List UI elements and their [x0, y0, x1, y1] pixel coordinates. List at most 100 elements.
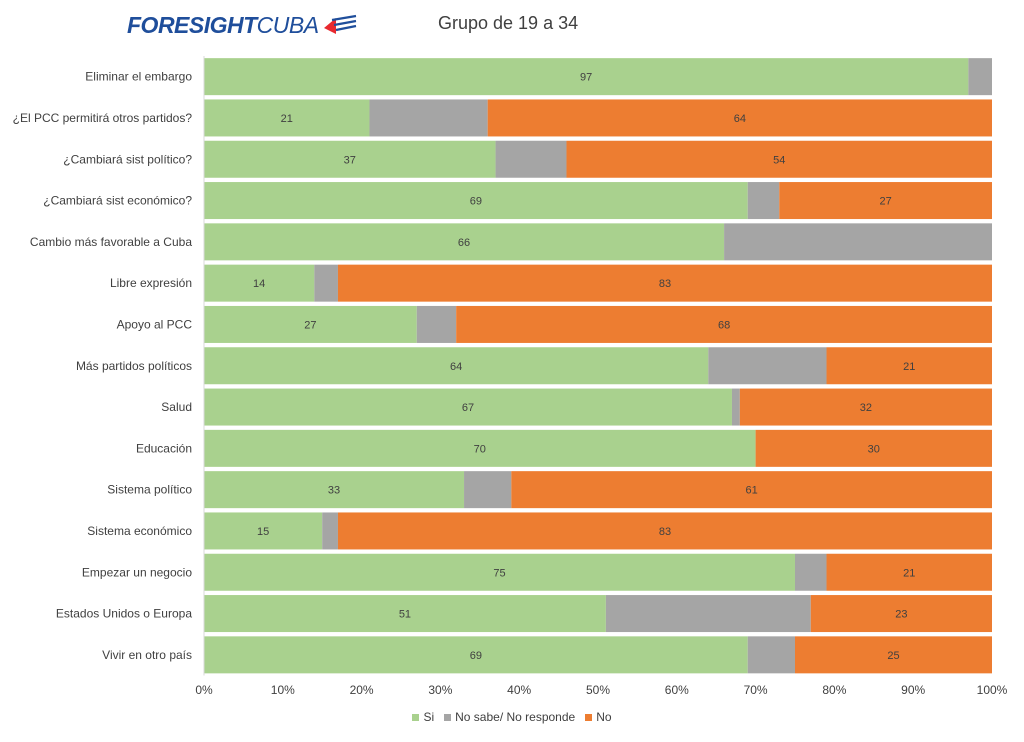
legend-item-no: No — [585, 710, 612, 724]
data-label-no: 64 — [734, 113, 746, 125]
foresight-cuba-logo: FORESIGHTCUBA — [127, 8, 358, 42]
data-label-si: 21 — [281, 113, 293, 125]
x-tick-label: 10% — [271, 683, 295, 697]
bar-segment-ns — [369, 99, 488, 137]
bar-segment-ns — [708, 347, 827, 385]
x-tick-label: 60% — [665, 683, 689, 697]
data-label-no: 27 — [879, 196, 891, 208]
bar-segment-no — [755, 429, 992, 467]
logo-text-bold: FORESIGHT — [127, 11, 257, 38]
bar-segment-no — [337, 512, 993, 550]
data-label-si: 75 — [493, 567, 505, 579]
legend-label-ns: No sabe/ No responde — [455, 710, 576, 724]
bar-segment-ns — [731, 388, 740, 426]
data-label-no: 83 — [659, 278, 671, 290]
x-tick-label: 100% — [977, 683, 1008, 697]
data-label-si: 51 — [399, 609, 411, 621]
data-label-si: 67 — [462, 402, 474, 414]
bar-segment-no — [337, 264, 993, 302]
bar-segment-ns — [416, 305, 457, 343]
category-label: Libre expresión — [110, 276, 192, 290]
x-tick-label: 70% — [744, 683, 768, 697]
x-tick-label: 40% — [507, 683, 531, 697]
cuban-flag-icon — [323, 14, 356, 34]
legend-label-si: Si — [423, 710, 435, 724]
data-label-si: 15 — [257, 526, 269, 538]
legend-item-ns: No sabe/ No responde — [444, 710, 575, 724]
bar-segment-ns — [747, 636, 795, 674]
bar-segment-si — [204, 512, 323, 550]
legend-swatch-si — [412, 713, 420, 721]
bar-segment-si — [204, 471, 465, 509]
bar-segment-ns — [724, 223, 992, 261]
bar-segment-ns — [747, 182, 780, 220]
bar-segment-si — [204, 182, 748, 220]
bar-segment-si — [204, 99, 370, 137]
data-label-si: 37 — [344, 154, 356, 166]
data-label-si: 27 — [304, 319, 316, 331]
bar-segment-si — [204, 553, 795, 591]
bar-segment-si — [204, 347, 709, 385]
data-label-no: 21 — [903, 567, 915, 579]
category-label: Más partidos políticos — [76, 359, 192, 373]
x-tick-label: 0% — [195, 683, 213, 697]
category-label: Eliminar el embargo — [85, 70, 192, 84]
category-label: Empezar un negocio — [82, 565, 192, 579]
stacked-bar-chart: Eliminar el embargo 97 ¿El PCC permitirá o… — [13, 56, 1008, 697]
data-label-si: 69 — [470, 196, 482, 208]
category-label: Sistema político — [107, 483, 192, 497]
category-label: ¿Cambiará sist político? — [63, 152, 192, 166]
x-tick-label: 80% — [822, 683, 846, 697]
category-label: Estados Unidos o Europa — [56, 607, 192, 621]
category-label: Sistema económico — [87, 524, 192, 538]
data-label-no: 21 — [903, 361, 915, 373]
data-label-no: 30 — [868, 443, 880, 455]
category-label: Cambio más favorable a Cuba — [30, 235, 192, 249]
chart-title: Grupo de 19 a 34 — [438, 13, 579, 33]
data-label-no: 61 — [746, 485, 758, 497]
chart-legend: Si No sabe/ No responde No — [0, 710, 1024, 724]
bar-segment-si — [204, 636, 748, 674]
x-tick-label: 90% — [901, 683, 925, 697]
data-label-no: 25 — [887, 650, 899, 662]
category-label: Educación — [136, 441, 192, 455]
bar-segment-ns — [495, 140, 567, 178]
bar-segment-ns — [314, 264, 338, 302]
bar-segment-no — [810, 595, 992, 633]
bar-segment-no — [826, 347, 992, 385]
bar-segment-no — [511, 471, 992, 509]
category-label: ¿El PCC permitirá otros partidos? — [13, 111, 193, 125]
bar-segment-si — [204, 595, 606, 633]
bar-segment-si — [204, 429, 756, 467]
bar-segment-ns — [605, 595, 811, 633]
bar-segment-si — [204, 140, 496, 178]
data-label-no: 54 — [773, 154, 785, 166]
data-label-no: 23 — [895, 609, 907, 621]
bar-segment-no — [795, 636, 992, 674]
data-label-si: 66 — [458, 237, 470, 249]
bar-segment-si — [204, 388, 732, 426]
data-label-si: 70 — [474, 443, 486, 455]
category-label: Salud — [161, 400, 192, 414]
data-label-si: 69 — [470, 650, 482, 662]
bar-segment-no — [456, 305, 992, 343]
bar-segment-si — [204, 58, 969, 96]
bar-segment-si — [204, 223, 725, 261]
legend-swatch-ns — [444, 713, 452, 721]
category-label: Vivir en otro país — [102, 648, 192, 662]
x-tick-label: 50% — [586, 683, 610, 697]
bar-segment-no — [487, 99, 992, 137]
bar-segment-no — [566, 140, 992, 178]
legend-swatch-no — [585, 713, 593, 721]
category-label: ¿Cambiará sist económico? — [43, 194, 192, 208]
logo-text-light: CUBA — [256, 11, 319, 38]
data-label-no: 32 — [860, 402, 872, 414]
bar-segment-no — [739, 388, 992, 426]
bar-segment-ns — [322, 512, 338, 550]
legend-label-no: No — [596, 710, 612, 724]
x-tick-label: 30% — [428, 683, 452, 697]
data-label-si: 33 — [328, 485, 340, 497]
data-label-si: 97 — [580, 72, 592, 84]
data-label-si: 14 — [253, 278, 265, 290]
